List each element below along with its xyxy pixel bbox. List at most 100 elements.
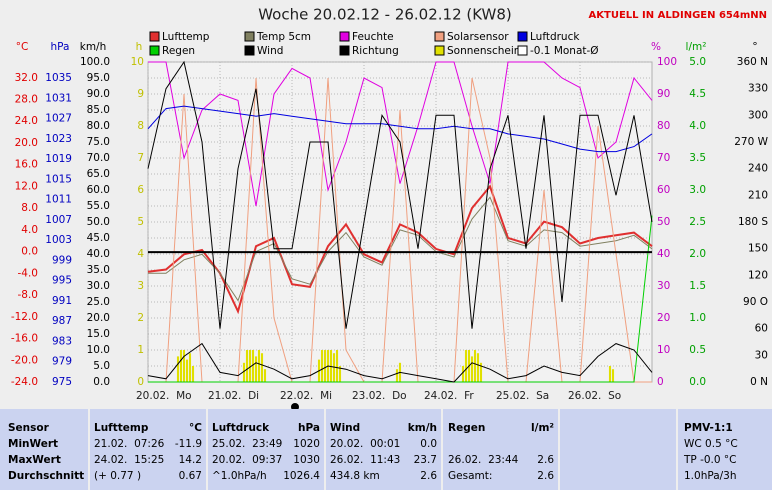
y-tick-label: 991 (52, 295, 72, 307)
table-cell: Regen (448, 422, 485, 434)
legend-label: Wind (257, 45, 283, 57)
table-cell: 1.0hPa/3h (684, 470, 737, 482)
bar (248, 350, 252, 382)
y-tick-label: 4 (137, 248, 144, 260)
bar (470, 356, 474, 382)
table-cell: 26.02. 23:44 (448, 454, 519, 466)
series-line (148, 215, 653, 383)
y-tick-label: 1035 (45, 72, 72, 84)
y-tick-label: 95.0 (87, 72, 110, 84)
y-tick-label: -4.0 (18, 267, 39, 279)
table-cell: 2.6 (537, 454, 554, 466)
y-tick-label: 16.0 (15, 159, 38, 171)
y-tick-label: 60 (657, 184, 670, 196)
bar (479, 362, 483, 382)
table-cell: 14.2 (179, 454, 202, 466)
table-cell: 0.67 (179, 470, 202, 482)
axis-unit: hPa (51, 41, 70, 53)
y-tick-label: 975 (52, 376, 72, 388)
y-tick-label: 2 (137, 312, 144, 324)
bar (464, 350, 468, 382)
y-tick-label: 4.0 (689, 120, 706, 132)
y-tick-label: 4.5 (689, 88, 706, 100)
y-tick-label: 24.0 (15, 115, 38, 127)
y-tick-label: 0.0 (21, 246, 38, 258)
y-tick-label: 2.0 (689, 248, 706, 260)
y-tick-label: 50 (657, 216, 670, 228)
bar (245, 350, 249, 382)
table-cell: Lufttemp (94, 422, 149, 434)
y-tick-label: 85.0 (87, 104, 110, 116)
table-cell: 20.02. 09:37 (212, 454, 282, 466)
table-cell: 1020 (293, 438, 320, 450)
series-line (147, 342, 653, 383)
table-column (326, 409, 441, 490)
y-tick-label: 0 (657, 376, 664, 388)
bar (323, 350, 327, 382)
legend-swatch (244, 31, 255, 42)
y-tick-label: 30 (657, 280, 670, 292)
x-tick-label: 20.02. Mo (136, 390, 192, 402)
y-tick-label: 8.0 (21, 202, 38, 214)
bar (608, 366, 612, 382)
bar (260, 353, 264, 382)
bar (338, 366, 342, 382)
bar (176, 356, 180, 382)
legend-swatch (517, 45, 528, 56)
y-tick-label: 4.0 (21, 224, 38, 236)
y-tick-label: 210 (748, 189, 768, 201)
y-tick-label: 360 N (737, 56, 768, 68)
y-tick-label: 150 (748, 243, 768, 255)
y-tick-label: 300 (748, 109, 768, 121)
y-tick-label: 5.0 (93, 360, 110, 372)
table-cell: 23.7 (414, 454, 437, 466)
table-cell: PMV-1:1 (684, 422, 733, 434)
y-tick-label: 995 (52, 275, 72, 287)
table-column (208, 409, 324, 490)
series-line (148, 61, 653, 207)
table-cell: MinWert (8, 438, 58, 450)
axis-unit: ° (752, 41, 757, 53)
x-tick-label: 25.02. Sa (496, 390, 549, 402)
bar (335, 350, 339, 382)
y-tick-label: 40.0 (87, 248, 110, 260)
y-tick-label: 979 (52, 356, 72, 368)
y-tick-label: 6 (137, 184, 144, 196)
y-tick-label: 270 W (734, 136, 768, 148)
bar (329, 350, 333, 382)
y-tick-label: 28.0 (15, 93, 38, 105)
table-cell: Sensor (8, 422, 50, 434)
y-tick-label: 180 S (738, 216, 768, 228)
table-cell: 2.6 (420, 470, 437, 482)
y-tick-label: 2.5 (689, 216, 706, 228)
table-cell: -11.9 (175, 438, 202, 450)
y-tick-label: 30.0 (87, 280, 110, 292)
y-tick-label: 55.0 (87, 200, 110, 212)
y-tick-label: 3.5 (689, 152, 706, 164)
y-tick-label: 0.0 (689, 376, 706, 388)
y-tick-label: 60 (755, 323, 768, 335)
bar (254, 356, 258, 382)
y-tick-label: 15.0 (87, 328, 110, 340)
y-tick-label: 80 (657, 120, 670, 132)
legend-swatch (149, 31, 160, 42)
x-tick-label: 22.02. Mi (280, 390, 332, 402)
y-tick-label: 45.0 (87, 232, 110, 244)
y-tick-label: 8 (137, 120, 144, 132)
legend-swatch (517, 31, 528, 42)
table-cell: Wind (330, 422, 360, 434)
table-cell: 21.02. 07:26 (94, 438, 165, 450)
y-tick-label: 1031 (45, 92, 72, 104)
axis-unit: % (651, 41, 661, 53)
y-tick-label: 35.0 (87, 264, 110, 276)
legend-label: Lufttemp (162, 31, 210, 43)
y-tick-label: 0.0 (93, 376, 110, 388)
table-cell: 1026.4 (283, 470, 320, 482)
bar (191, 366, 195, 382)
table-cell: (+ 0.77 ) (94, 470, 141, 482)
axis-unit: km/h (80, 41, 107, 53)
x-tick-label: 26.02. So (568, 390, 621, 402)
legend-label: Luftdruck (530, 31, 580, 43)
legend: Lufttemp Temp 5cm Feuchte Solarsensor Luftdr… (149, 31, 599, 57)
